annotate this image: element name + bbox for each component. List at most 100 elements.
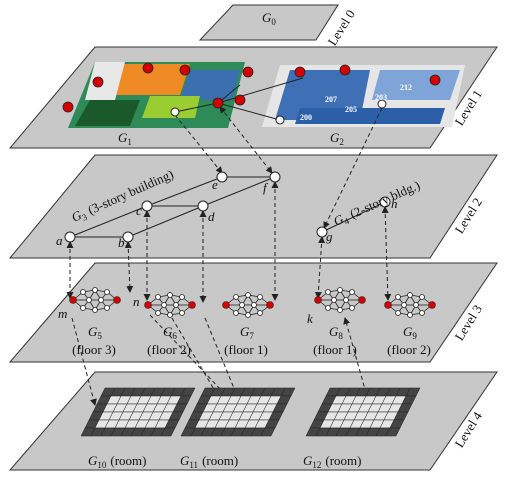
graph-node [316, 226, 328, 238]
graph-note: (floor 3) [72, 342, 116, 357]
mesh-node [401, 302, 407, 308]
grid-cell [385, 427, 401, 437]
graph-name: G [403, 324, 413, 339]
graph-label: G6 [163, 324, 177, 341]
map-block [275, 70, 370, 120]
mesh-node [337, 307, 343, 313]
graph-name: G [88, 324, 98, 339]
graph-note: (room) [325, 453, 361, 468]
mesh-node [407, 312, 413, 318]
mesh-node [325, 289, 331, 295]
mesh-node [233, 294, 239, 300]
portal-node [188, 301, 196, 309]
plane-level-2 [8, 154, 498, 259]
edge [146, 176, 223, 207]
mesh-node [419, 294, 425, 300]
mesh-node [155, 310, 161, 316]
node-label: c [136, 203, 142, 218]
mesh-node [413, 302, 419, 308]
mesh-node [349, 289, 355, 295]
mesh-node [245, 292, 251, 298]
poi-node [294, 66, 306, 78]
mesh-node [104, 305, 110, 311]
portal-node [314, 296, 322, 304]
node-label: h [391, 196, 398, 211]
graph-note: (room) [202, 453, 238, 468]
graph-index: 4 [343, 216, 352, 227]
map-block [75, 100, 140, 126]
graph-node [197, 200, 209, 212]
edge [69, 205, 148, 238]
poi-node [170, 107, 180, 117]
graph-label: G7 [240, 324, 254, 341]
mesh-node [343, 297, 349, 303]
maps [68, 62, 465, 128]
graph-label: G0 [262, 10, 276, 27]
poi-node [377, 99, 387, 109]
portal-node [428, 301, 436, 309]
portal-node [266, 301, 274, 309]
edge [217, 77, 304, 104]
mesh-node [179, 310, 185, 316]
poi-node [242, 66, 254, 78]
graph-label: G1 [118, 130, 132, 147]
mesh-node [239, 302, 245, 308]
poi-node [179, 64, 191, 76]
poi-node [212, 97, 224, 109]
graph-note: (room) [110, 453, 146, 468]
mesh-node [233, 310, 239, 316]
map-block [142, 96, 200, 118]
edge [174, 102, 219, 113]
mesh-node [251, 302, 257, 308]
graph-name: G [262, 10, 272, 25]
mesh-node [161, 302, 167, 308]
node-label: a [56, 233, 63, 248]
link [204, 317, 239, 399]
grid-cell [260, 427, 276, 437]
map-label: 205 [345, 105, 357, 114]
graph-label: G8 [329, 324, 343, 341]
map-label: 200 [300, 113, 312, 122]
graph-index: 5 [97, 331, 102, 341]
graph-name: G [330, 130, 340, 145]
mesh-node [86, 297, 92, 303]
poi-node [429, 74, 441, 86]
mesh-node [419, 310, 425, 316]
graph-index: 12 [312, 460, 321, 470]
graph-label: G12 (room) [303, 453, 362, 470]
link [343, 317, 369, 401]
map-block [85, 62, 125, 100]
mesh-node [80, 289, 86, 295]
mesh-node [337, 287, 343, 293]
graph-node [269, 171, 281, 183]
graph-index: 10 [97, 460, 107, 470]
portal-node [384, 301, 392, 309]
map-block [295, 108, 445, 124]
node-label: f [263, 180, 269, 195]
graph-node [216, 171, 228, 183]
graph-node [122, 231, 134, 243]
mesh-node [92, 307, 98, 313]
link [71, 317, 97, 406]
graph-index: 1 [127, 137, 132, 147]
mesh-node [167, 292, 173, 298]
poi-node [62, 101, 74, 113]
node-label: e [212, 177, 218, 192]
graph-index: 9 [412, 331, 417, 341]
edge [202, 176, 276, 207]
poi-node [92, 76, 104, 88]
mesh-node [325, 305, 331, 311]
graph-node [379, 196, 391, 208]
graph-name: G [180, 453, 190, 468]
graph-name: G [118, 130, 128, 145]
graph-label: G9 [403, 324, 417, 341]
mesh-node [395, 310, 401, 316]
mesh-node [395, 294, 401, 300]
edge [321, 201, 386, 233]
mesh-node [80, 305, 86, 311]
poi-node [234, 94, 246, 106]
grid-cell [160, 427, 176, 437]
graph-name: G [329, 324, 339, 339]
mesh-node [155, 294, 161, 300]
mesh-node [331, 297, 337, 303]
